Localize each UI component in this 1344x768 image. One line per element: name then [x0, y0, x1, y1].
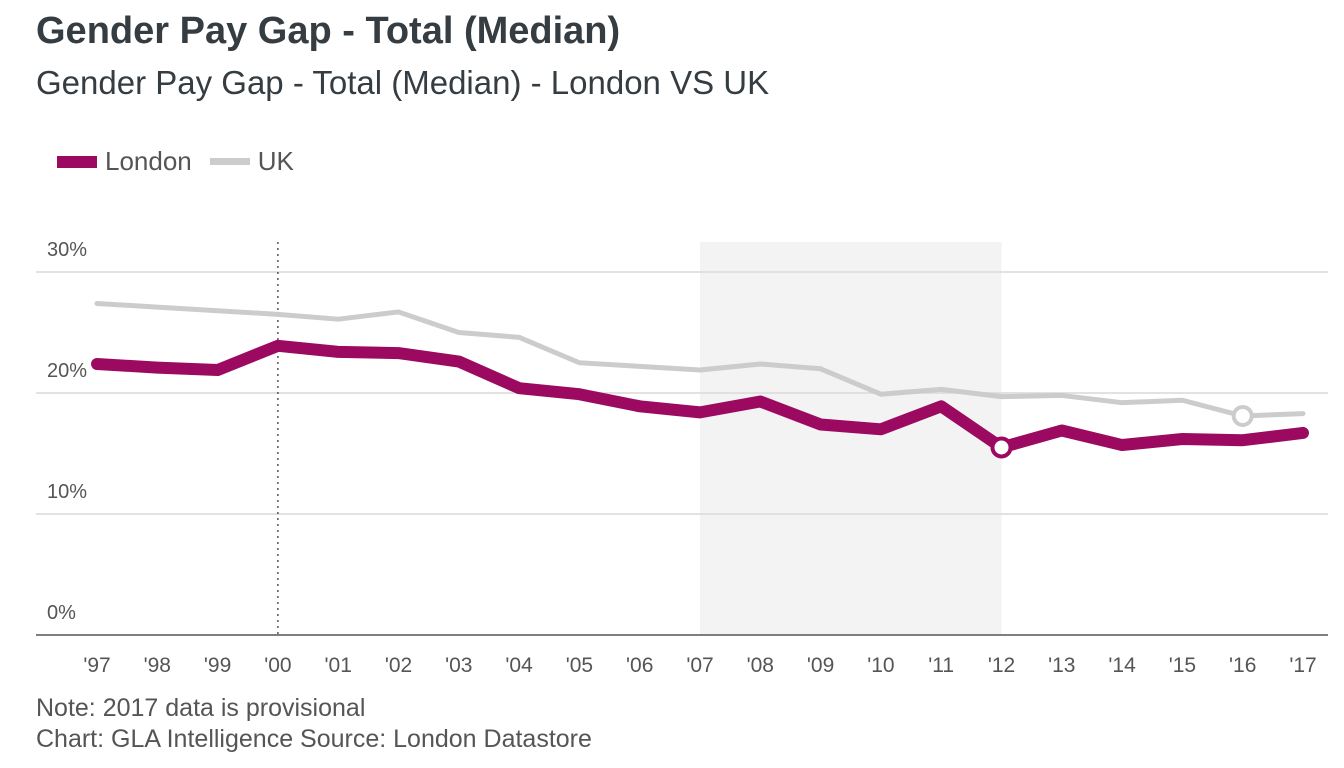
x-tick-label: '11 — [928, 654, 954, 677]
footer-credit: Chart: GLA Intelligence Source: London D… — [36, 725, 592, 753]
y-tick-label: 10% — [47, 481, 87, 503]
legend: London UK — [57, 146, 312, 177]
legend-label-uk: UK — [257, 146, 294, 176]
x-tick-label: '17 — [1289, 654, 1316, 677]
x-tick-label: '02 — [385, 654, 412, 677]
x-tick-label: '15 — [1169, 654, 1196, 677]
x-tick-label: '97 — [83, 654, 110, 677]
x-tick-label: '04 — [505, 654, 533, 677]
x-tick-label: '14 — [1108, 654, 1136, 677]
footer-note: Note: 2017 data is provisional — [36, 694, 366, 722]
y-tick-label: 0% — [47, 602, 76, 624]
x-tick-label: '09 — [807, 654, 834, 677]
x-tick-label: '08 — [747, 654, 774, 677]
x-tick-label: '00 — [264, 654, 291, 677]
highlight-point-london — [990, 436, 1013, 459]
x-tick-label: '07 — [686, 654, 713, 677]
chart-title: Gender Pay Gap - Total (Median) — [36, 10, 621, 52]
highlight-point-uk — [1231, 404, 1254, 427]
x-tick-label: '12 — [988, 654, 1015, 677]
legend-swatch-uk — [209, 158, 250, 165]
x-tick-label: '98 — [144, 654, 171, 677]
legend-item-london: London — [57, 146, 192, 177]
x-tick-label: '10 — [867, 654, 894, 677]
y-tick-label: 20% — [47, 360, 87, 382]
y-tick-label: 30% — [47, 239, 87, 261]
x-tick-label: '99 — [204, 654, 231, 677]
shaded-period — [700, 242, 1002, 635]
x-tick-label: '01 — [325, 654, 352, 677]
x-tick-label: '16 — [1229, 654, 1256, 677]
series-line-london — [91, 339, 1309, 454]
x-tick-label: '03 — [445, 654, 472, 677]
series-line-uk — [94, 300, 1306, 419]
x-tick-label: '06 — [626, 654, 653, 677]
x-tick-label: '05 — [566, 654, 593, 677]
legend-item-uk: UK — [209, 146, 294, 177]
x-tick-label: '13 — [1048, 654, 1075, 677]
legend-label-london: London — [105, 146, 192, 176]
legend-swatch-london — [57, 155, 97, 168]
chart-subtitle: Gender Pay Gap - Total (Median) - London… — [36, 64, 770, 101]
